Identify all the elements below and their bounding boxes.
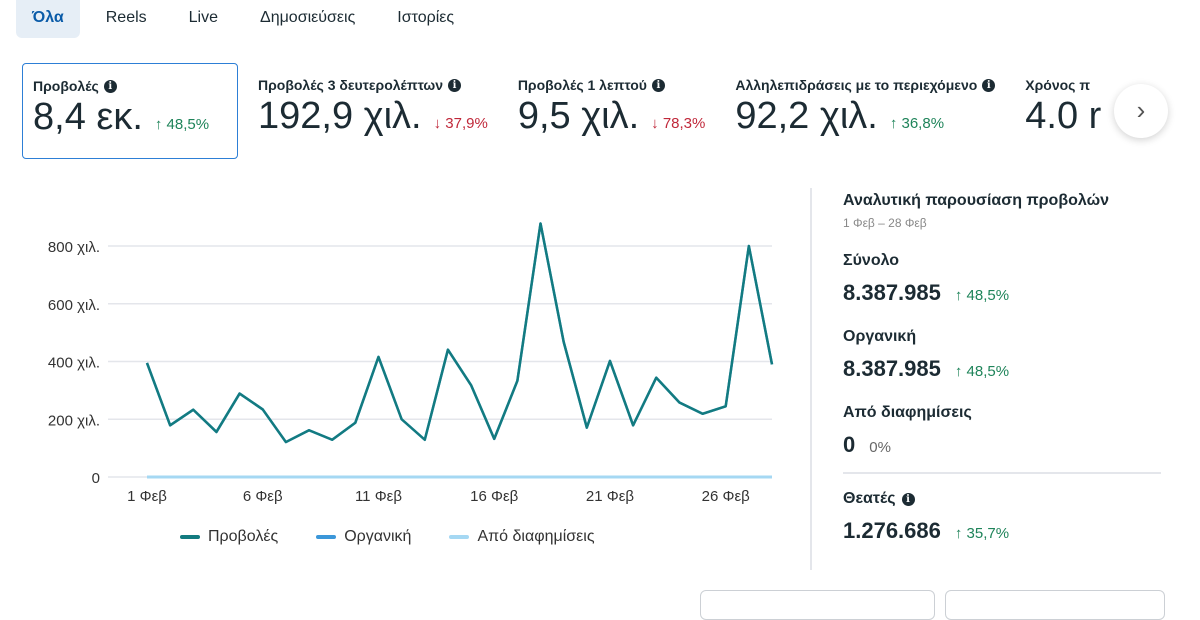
date-range: 1 Φεβ – 28 Φεβ <box>843 216 927 230</box>
info-icon[interactable]: i <box>448 78 462 92</box>
legend-label: Από διαφημίσεις <box>477 528 595 545</box>
metric-title: Αλληλεπιδράσεις με το περιεχόμενο <box>735 77 978 93</box>
metric-title: Προβολές <box>33 78 99 94</box>
content-type-tabs: Όλα Reels Live Δημοσιεύσεις Ιστορίες <box>16 0 480 38</box>
info-icon[interactable]: i <box>651 78 665 92</box>
metric-delta: ↓ 37,9% <box>433 115 488 132</box>
tab-reels[interactable]: Reels <box>105 9 147 26</box>
tab-all[interactable]: Όλα <box>16 0 80 38</box>
metric-card-views[interactable]: Προβολές i 8,4 εκ. ↑ 48,5% <box>22 63 238 159</box>
stat-delta-organic: ↑ 48,5% <box>954 363 1010 380</box>
info-icon[interactable]: i <box>103 79 117 93</box>
bottom-button-1[interactable] <box>700 590 935 620</box>
legend-swatch <box>449 535 470 539</box>
y-tick-label: 600 χιλ. <box>48 297 100 314</box>
metric-card-3s-views[interactable]: Προβολές 3 δευτερολέπτων i 192,9 χιλ. ↓ 37… <box>248 63 498 159</box>
stat-delta-ads: 0% <box>869 439 891 456</box>
metric-delta: ↑ 36,8% <box>889 115 945 132</box>
legend-item-organic[interactable]: Οργανική <box>316 528 411 546</box>
stat-delta-total: ↑ 48,5% <box>954 287 1010 304</box>
x-tick-label: 16 Φεβ <box>470 488 519 505</box>
y-tick-label: 400 χιλ. <box>48 355 100 372</box>
metric-title: Προβολές 3 δευτερολέπτων <box>258 77 444 93</box>
tab-live[interactable]: Live <box>188 9 218 26</box>
metric-delta: ↑ 48,5% <box>154 116 210 133</box>
stat-label-viewers: Θεατές <box>843 490 896 507</box>
legend-label: Προβολές <box>208 528 279 545</box>
metric-delta: ↓ 78,3% <box>651 115 706 132</box>
y-tick-label: 800 χιλ. <box>48 239 100 256</box>
chevron-right-icon: › <box>1136 95 1146 125</box>
stat-label-organic: Οργανική <box>843 328 917 345</box>
next-cards-button[interactable]: › <box>1114 84 1168 138</box>
legend-label: Οργανική <box>344 528 412 545</box>
views-line-chart: 0 200 χιλ. 400 χιλ. 600 χιλ. 800 χιλ. 1 Φεβ 6 … <box>48 222 774 505</box>
metric-value: 9,5 χιλ. <box>517 95 640 137</box>
stat-value-ads: 0 <box>843 432 856 457</box>
x-tick-label: 21 Φεβ <box>586 488 635 505</box>
stat-value-total: 8.387.985 <box>843 280 941 305</box>
panel-title: Αναλυτική παρουσίαση προβολών <box>843 192 1109 209</box>
stat-delta-viewers: ↑ 35,7% <box>954 525 1010 542</box>
metric-value: 92,2 χιλ. <box>735 95 878 137</box>
y-tick-label: 0 <box>92 470 100 487</box>
tab-posts[interactable]: Δημοσιεύσεις <box>260 9 356 26</box>
stat-value-viewers: 1.276.686 <box>843 518 941 543</box>
info-icon[interactable]: i <box>982 78 996 92</box>
x-tick-label: 6 Φεβ <box>243 488 283 505</box>
stat-label-total: Σύνολο <box>843 252 900 269</box>
chart-legend: Προβολές Οργανική Από διαφημίσεις <box>180 528 595 546</box>
metric-value: 192,9 χιλ. <box>258 95 422 137</box>
stat-label-ads: Από διαφημίσεις <box>843 404 972 421</box>
metric-cards: Προβολές i 8,4 εκ. ↑ 48,5% Προβολές 3 δευτ… <box>22 63 1200 159</box>
tab-stories[interactable]: Ιστορίες <box>397 9 455 26</box>
x-tick-label: 1 Φεβ <box>127 488 167 505</box>
legend-swatch <box>316 535 337 539</box>
metric-title: Χρόνος π <box>1025 77 1091 93</box>
y-tick-label: 200 χιλ. <box>48 412 100 429</box>
bottom-button-2[interactable] <box>945 590 1165 620</box>
stat-value-organic: 8.387.985 <box>843 356 941 381</box>
metric-card-1min-views[interactable]: Προβολές 1 λεπτού i 9,5 χιλ. ↓ 78,3% <box>508 63 716 159</box>
info-icon[interactable]: i <box>901 492 915 506</box>
metric-value: 4.0 r <box>1025 95 1102 137</box>
series-line-organic <box>145 222 774 444</box>
metric-value: 8,4 εκ. <box>33 96 143 138</box>
metric-card-watch-time[interactable]: Χρόνος π 4.0 r <box>1015 63 1111 159</box>
x-tick-label: 26 Φεβ <box>702 488 751 505</box>
x-tick-label: 11 Φεβ <box>355 488 402 505</box>
series-line-views <box>145 222 774 444</box>
legend-item-ads[interactable]: Από διαφημίσεις <box>449 528 595 546</box>
views-breakdown-panel: Αναλυτική παρουσίαση προβολών 1 Φεβ – 28… <box>810 188 1170 570</box>
metric-title: Προβολές 1 λεπτού <box>517 77 647 93</box>
legend-swatch <box>180 535 200 539</box>
divider <box>843 472 1161 474</box>
legend-item-views[interactable]: Προβολές <box>180 528 278 546</box>
metric-card-interactions[interactable]: Αλληλεπιδράσεις με το περιεχόμενο i 92,2 … <box>725 63 1005 159</box>
